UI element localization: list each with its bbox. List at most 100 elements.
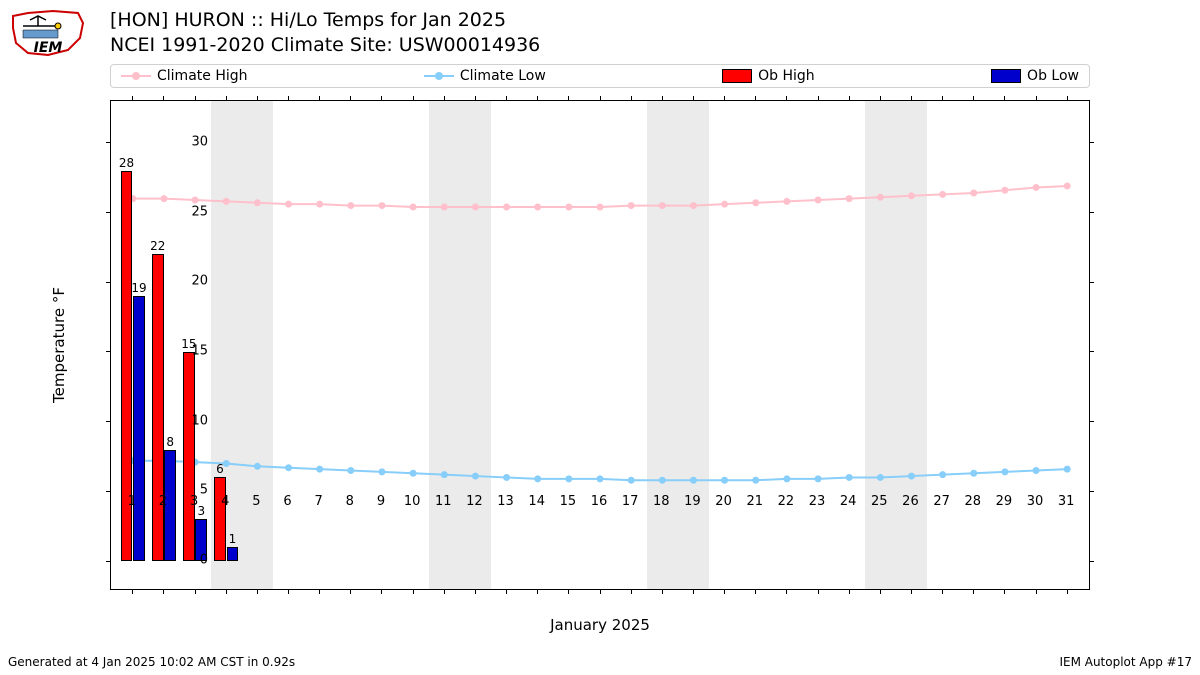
climate-high-marker — [752, 199, 759, 206]
xtick-label: 26 — [902, 494, 919, 509]
climate-low-marker — [659, 477, 666, 484]
xtick-label: 1 — [128, 494, 136, 509]
climate-high-marker — [410, 203, 417, 210]
xtick-label: 27 — [933, 494, 950, 509]
ytick-label: 15 — [191, 343, 208, 358]
ob-high-bar — [183, 352, 195, 561]
climate-low-marker — [347, 467, 354, 474]
xtick-label: 21 — [746, 494, 763, 509]
xtick-label: 17 — [622, 494, 639, 509]
xtick-label: 12 — [466, 494, 483, 509]
climate-low-marker — [441, 471, 448, 478]
xtick-label: 7 — [315, 494, 323, 509]
climate-high-marker — [1001, 187, 1008, 194]
climate-low-marker — [846, 474, 853, 481]
climate-high-marker — [254, 199, 261, 206]
ob-high-bar — [152, 254, 164, 561]
xtick-label: 9 — [377, 494, 385, 509]
y-axis-label: Temperature °F — [50, 287, 68, 403]
climate-low-marker — [628, 477, 635, 484]
xtick-label: 10 — [404, 494, 421, 509]
ytick-label: 5 — [200, 483, 208, 498]
xtick-label: 30 — [1027, 494, 1044, 509]
climate-low-marker — [908, 473, 915, 480]
xtick-label: 28 — [964, 494, 981, 509]
legend-ob-low: Ob Low — [991, 68, 1079, 84]
climate-low-marker — [1001, 468, 1008, 475]
xtick-label: 19 — [684, 494, 701, 509]
climate-high-marker — [223, 198, 230, 205]
climate-low-marker — [472, 473, 479, 480]
climate-high-marker — [628, 202, 635, 209]
xtick-label: 14 — [528, 494, 545, 509]
ytick-label: 30 — [191, 134, 208, 149]
climate-high-marker — [846, 195, 853, 202]
legend-ob-high: Ob High — [722, 68, 815, 84]
xtick-label: 8 — [346, 494, 354, 509]
climate-high-marker — [877, 194, 884, 201]
xtick-label: 22 — [778, 494, 795, 509]
iem-logo-icon: IEM — [8, 8, 88, 58]
xtick-label: 20 — [715, 494, 732, 509]
climate-low-marker — [534, 475, 541, 482]
xtick-label: 16 — [591, 494, 608, 509]
climate-high-marker — [160, 195, 167, 202]
ob-high-bar-label: 6 — [216, 462, 224, 476]
ytick-label: 25 — [191, 204, 208, 219]
chart-plot-area: 282215619831 — [110, 100, 1090, 590]
xtick-label: 29 — [996, 494, 1013, 509]
climate-low-marker — [565, 475, 572, 482]
climate-high-marker — [690, 202, 697, 209]
climate-low-marker — [316, 466, 323, 473]
climate-high-marker — [659, 202, 666, 209]
ytick-label: 20 — [191, 274, 208, 289]
climate-low-marker — [783, 475, 790, 482]
xtick-label: 31 — [1058, 494, 1075, 509]
legend-climate-low: Climate Low — [424, 68, 546, 84]
x-axis-label: January 2025 — [550, 616, 650, 634]
climate-high-marker — [472, 203, 479, 210]
xtick-label: 25 — [871, 494, 888, 509]
climate-high-marker — [534, 203, 541, 210]
climate-low-marker — [939, 471, 946, 478]
ob-low-bar-label: 3 — [197, 504, 205, 518]
climate-high-marker — [721, 201, 728, 208]
xtick-label: 11 — [435, 494, 452, 509]
climate-low-marker — [378, 468, 385, 475]
legend-climate-high: Climate High — [121, 68, 248, 84]
climate-low-marker — [690, 477, 697, 484]
climate-high-marker — [316, 201, 323, 208]
chart-title: [HON] HURON :: Hi/Lo Temps for Jan 2025 … — [110, 8, 540, 57]
climate-low-marker — [721, 477, 728, 484]
climate-low-marker — [1064, 466, 1071, 473]
climate-high-marker — [939, 191, 946, 198]
climate-low-marker — [285, 464, 292, 471]
ytick-label: 0 — [200, 553, 208, 568]
xtick-label: 5 — [252, 494, 260, 509]
climate-high-marker — [783, 198, 790, 205]
title-line2: NCEI 1991-2020 Climate Site: USW00014936 — [110, 33, 540, 58]
climate-low-marker — [503, 474, 510, 481]
climate-low-marker — [877, 474, 884, 481]
climate-high-marker — [815, 196, 822, 203]
legend: Climate High Climate Low Ob High Ob Low — [110, 64, 1090, 88]
xtick-label: 6 — [283, 494, 291, 509]
xtick-label: 4 — [221, 494, 229, 509]
svg-text:IEM: IEM — [34, 40, 63, 56]
climate-high-marker — [378, 202, 385, 209]
climate-high-marker — [503, 203, 510, 210]
climate-high-marker — [565, 203, 572, 210]
climate-high-marker — [192, 196, 199, 203]
climate-high-marker — [441, 203, 448, 210]
ob-low-bar — [133, 296, 145, 561]
climate-high-marker — [970, 190, 977, 197]
ob-high-bar-label: 22 — [150, 239, 165, 253]
ob-high-bar-label: 28 — [119, 156, 134, 170]
climate-low-marker — [815, 475, 822, 482]
ob-low-bar — [227, 547, 239, 561]
ytick-label: 10 — [191, 413, 208, 428]
ob-low-bar-label: 1 — [229, 532, 237, 546]
footer-generated: Generated at 4 Jan 2025 10:02 AM CST in … — [8, 655, 295, 669]
climate-high-marker — [908, 192, 915, 199]
xtick-label: 23 — [809, 494, 826, 509]
